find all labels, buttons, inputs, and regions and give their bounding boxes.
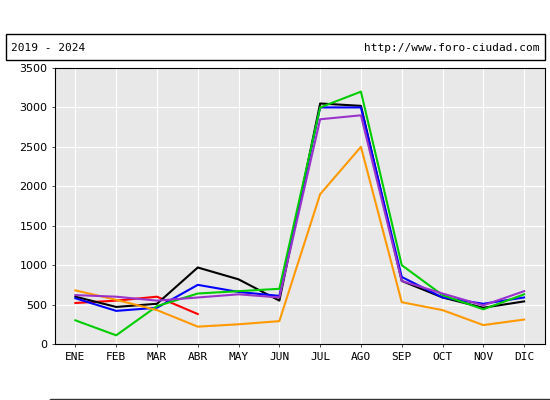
- Text: Evolucion Nº Turistas Nacionales en el municipio de Malpica de Bergantiños: Evolucion Nº Turistas Nacionales en el m…: [0, 10, 550, 24]
- Text: http://www.foro-ciudad.com: http://www.foro-ciudad.com: [364, 43, 539, 53]
- Legend: 2024, 2023, 2022, 2021, 2020, 2019: 2024, 2023, 2022, 2021, 2020, 2019: [49, 399, 550, 400]
- Text: 2019 - 2024: 2019 - 2024: [11, 43, 85, 53]
